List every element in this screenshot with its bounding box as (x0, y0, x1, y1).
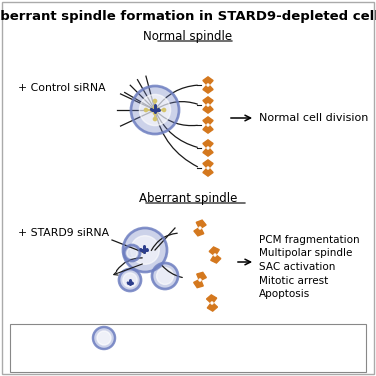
Text: PCM fragmentation: PCM fragmentation (259, 235, 359, 245)
Circle shape (156, 108, 159, 112)
Ellipse shape (214, 254, 216, 256)
FancyBboxPatch shape (10, 324, 366, 372)
Ellipse shape (207, 147, 209, 149)
Text: STARD9: STARD9 (37, 333, 78, 343)
Circle shape (131, 86, 179, 134)
Circle shape (153, 99, 156, 103)
Circle shape (131, 236, 159, 264)
FancyArrowPatch shape (157, 112, 197, 126)
Text: + Control siRNA: + Control siRNA (18, 83, 106, 93)
Ellipse shape (199, 227, 201, 229)
Polygon shape (194, 280, 203, 288)
Text: Centrioles: Centrioles (296, 333, 349, 343)
Ellipse shape (207, 104, 209, 106)
FancyArrowPatch shape (162, 265, 182, 277)
Circle shape (162, 108, 166, 112)
Circle shape (287, 337, 289, 338)
Ellipse shape (207, 167, 209, 169)
Polygon shape (203, 105, 213, 113)
Text: Chromosome: Chromosome (186, 354, 255, 364)
Polygon shape (203, 97, 213, 105)
Circle shape (144, 108, 147, 112)
FancyArrowPatch shape (117, 258, 142, 271)
Circle shape (18, 335, 24, 341)
Polygon shape (197, 272, 206, 280)
Polygon shape (203, 160, 213, 168)
Polygon shape (209, 247, 219, 255)
Circle shape (153, 117, 156, 121)
Text: Normal cell division: Normal cell division (259, 113, 368, 123)
FancyBboxPatch shape (2, 2, 374, 374)
Polygon shape (194, 228, 204, 236)
Circle shape (28, 335, 33, 341)
Polygon shape (203, 117, 213, 125)
Text: Mitotic arrest: Mitotic arrest (259, 276, 328, 285)
Circle shape (152, 263, 178, 289)
Circle shape (119, 269, 141, 291)
Text: SAC activation: SAC activation (259, 262, 335, 272)
Circle shape (123, 228, 167, 272)
Polygon shape (211, 255, 221, 263)
Ellipse shape (199, 279, 201, 281)
Polygon shape (169, 351, 179, 359)
Text: Aberrant spindle formation in STARD9-depleted cells: Aberrant spindle formation in STARD9-dep… (0, 10, 376, 23)
Circle shape (123, 273, 137, 287)
Circle shape (158, 109, 159, 111)
Circle shape (281, 337, 283, 338)
Circle shape (139, 94, 171, 126)
Polygon shape (196, 220, 206, 228)
Text: Normal spindle: Normal spindle (143, 30, 233, 43)
Polygon shape (203, 148, 213, 156)
Text: Apoptosis: Apoptosis (259, 289, 310, 299)
Text: + STARD9 siRNA: + STARD9 siRNA (18, 228, 109, 238)
Circle shape (93, 327, 115, 349)
Polygon shape (203, 85, 213, 93)
Circle shape (146, 249, 148, 250)
Circle shape (153, 105, 156, 109)
Circle shape (124, 245, 140, 261)
Ellipse shape (173, 358, 175, 360)
Text: Aberrant spindle: Aberrant spindle (139, 192, 237, 205)
Circle shape (127, 248, 137, 258)
Text: Pericentricular matrix (PCM): Pericentricular matrix (PCM) (118, 333, 256, 343)
Circle shape (127, 282, 129, 283)
Text: Microtubule: Microtubule (46, 354, 108, 364)
Ellipse shape (207, 84, 209, 86)
Polygon shape (203, 168, 213, 176)
Ellipse shape (207, 124, 209, 126)
Circle shape (151, 109, 152, 111)
Circle shape (153, 111, 156, 115)
Text: Multipolar spindle: Multipolar spindle (259, 249, 352, 259)
Circle shape (156, 268, 173, 285)
Polygon shape (206, 295, 217, 303)
FancyArrowPatch shape (156, 113, 197, 167)
FancyArrowPatch shape (158, 102, 197, 109)
Polygon shape (203, 140, 213, 148)
FancyArrowPatch shape (156, 112, 197, 147)
Circle shape (140, 249, 142, 250)
Ellipse shape (211, 302, 213, 304)
Circle shape (97, 331, 111, 345)
Circle shape (150, 108, 154, 112)
Polygon shape (203, 77, 213, 85)
Circle shape (132, 282, 133, 283)
FancyArrowPatch shape (157, 85, 197, 108)
Polygon shape (203, 125, 213, 133)
Polygon shape (169, 359, 179, 367)
Polygon shape (207, 303, 217, 311)
FancyArrowPatch shape (151, 233, 177, 250)
